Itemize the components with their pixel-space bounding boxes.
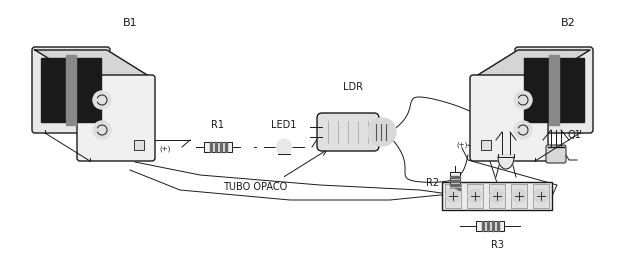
FancyBboxPatch shape <box>77 75 155 161</box>
Bar <box>533 184 549 208</box>
Text: TUBO OPACO: TUBO OPACO <box>223 182 287 192</box>
FancyBboxPatch shape <box>317 113 379 151</box>
Polygon shape <box>524 58 551 122</box>
Polygon shape <box>74 58 101 122</box>
Polygon shape <box>450 188 460 190</box>
Polygon shape <box>35 50 152 78</box>
Bar <box>445 184 461 208</box>
Circle shape <box>276 139 292 155</box>
Text: B2: B2 <box>561 18 576 28</box>
Polygon shape <box>482 221 484 231</box>
Bar <box>134 140 144 150</box>
Polygon shape <box>450 180 460 182</box>
Text: Q1: Q1 <box>568 130 582 140</box>
Polygon shape <box>487 221 489 231</box>
Polygon shape <box>41 58 68 122</box>
Polygon shape <box>498 154 514 157</box>
Text: LED1: LED1 <box>271 120 297 130</box>
Bar <box>204 142 232 152</box>
Circle shape <box>93 121 111 139</box>
FancyBboxPatch shape <box>32 47 110 133</box>
Bar <box>442 182 552 210</box>
Polygon shape <box>214 142 217 152</box>
Circle shape <box>368 118 396 146</box>
Bar <box>481 140 491 150</box>
Polygon shape <box>225 142 227 152</box>
Circle shape <box>468 189 482 203</box>
Polygon shape <box>473 50 590 78</box>
Text: R1: R1 <box>211 120 224 130</box>
Bar <box>489 184 505 208</box>
Polygon shape <box>549 55 559 125</box>
Circle shape <box>534 189 548 203</box>
Text: B1: B1 <box>122 18 138 28</box>
Circle shape <box>446 189 460 203</box>
Circle shape <box>514 121 532 139</box>
Polygon shape <box>498 157 514 169</box>
Text: (+): (+) <box>456 142 468 148</box>
Polygon shape <box>450 176 460 178</box>
FancyBboxPatch shape <box>546 145 566 163</box>
Circle shape <box>93 91 111 109</box>
Text: R2: R2 <box>426 178 439 188</box>
Polygon shape <box>450 184 460 186</box>
Text: (+): (+) <box>159 146 171 152</box>
Polygon shape <box>492 221 494 231</box>
Circle shape <box>514 91 532 109</box>
Polygon shape <box>209 142 212 152</box>
Text: LED2: LED2 <box>478 125 504 135</box>
Bar <box>467 184 483 208</box>
Bar <box>511 184 527 208</box>
Polygon shape <box>497 221 499 231</box>
Bar <box>450 172 460 194</box>
Circle shape <box>490 189 504 203</box>
Polygon shape <box>66 55 76 125</box>
Circle shape <box>512 189 526 203</box>
Text: R3: R3 <box>491 240 504 250</box>
FancyBboxPatch shape <box>470 75 548 161</box>
Text: LDR: LDR <box>343 82 363 92</box>
Bar <box>476 221 504 231</box>
Polygon shape <box>219 142 222 152</box>
FancyBboxPatch shape <box>515 47 593 133</box>
Polygon shape <box>557 58 584 122</box>
